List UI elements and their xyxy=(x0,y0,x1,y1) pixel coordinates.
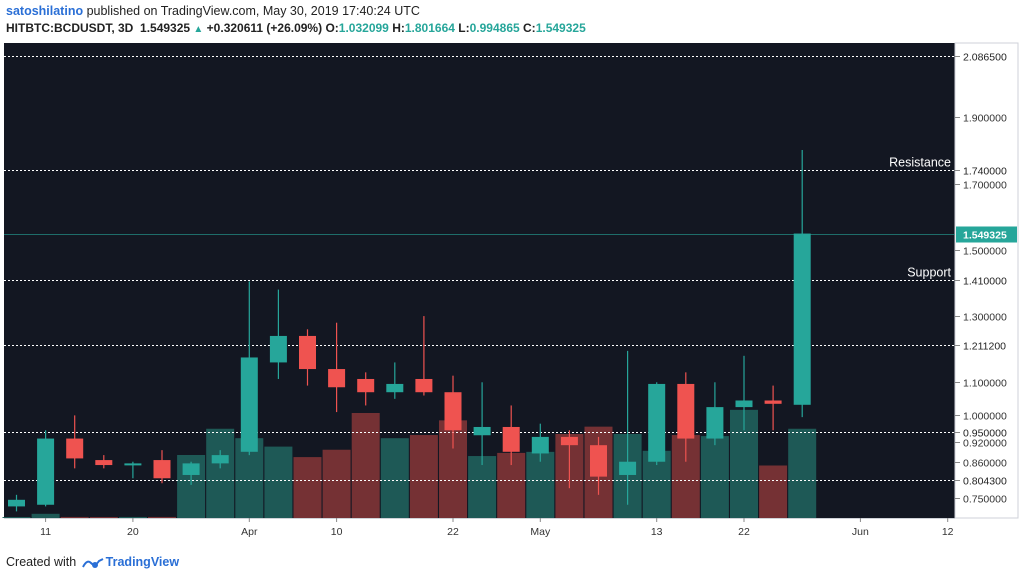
volume-bar xyxy=(526,451,555,518)
candle-body xyxy=(706,407,724,439)
close-value: 1.549325 xyxy=(535,21,586,35)
x-tick-label: 10 xyxy=(331,526,343,538)
volume-bar xyxy=(700,436,729,518)
volume-bar xyxy=(788,428,817,518)
candle-body xyxy=(764,400,782,404)
candle-body xyxy=(269,335,287,363)
candle-body xyxy=(677,383,695,439)
low-label: L: xyxy=(458,21,470,35)
level-label: 1.740000 xyxy=(963,166,1007,178)
symbol: HITBTC:BCDUSDT, 3D xyxy=(6,21,134,35)
volume-bar xyxy=(293,457,322,518)
candle-body xyxy=(95,460,113,466)
change-text: +0.320611 (+26.09%) xyxy=(206,21,323,35)
level-note-resistance: Resistance xyxy=(889,156,951,170)
y-tick-label: 1.000000 xyxy=(963,411,1007,423)
price-axis xyxy=(954,42,1019,519)
candle-body xyxy=(473,426,491,436)
candle-body xyxy=(590,445,607,477)
y-tick-label: 1.500000 xyxy=(963,246,1007,258)
candle-body xyxy=(502,426,520,452)
x-tick-label: May xyxy=(530,526,551,538)
volume-bar xyxy=(89,517,118,518)
volume-bar xyxy=(148,516,176,518)
y-tick-label: 1.100000 xyxy=(963,378,1007,390)
candle-body xyxy=(153,460,171,479)
candle-body xyxy=(735,400,753,408)
last-price-label: 1.549325 xyxy=(963,230,1007,242)
candle-body xyxy=(357,378,375,393)
y-tick-label: 0.920000 xyxy=(963,438,1007,450)
volume-bar xyxy=(468,456,497,518)
level-label: 1.211200 xyxy=(963,341,1006,353)
candle-body xyxy=(211,455,229,464)
candle-body xyxy=(240,357,258,452)
high-value: 1.801664 xyxy=(404,21,455,35)
tradingview-brand[interactable]: TradingView xyxy=(105,555,180,569)
volume-bar xyxy=(351,413,380,518)
x-tick-label: 12 xyxy=(942,526,954,538)
candle-body xyxy=(386,383,404,393)
level-label: 0.950000 xyxy=(963,428,1007,440)
open-label: O: xyxy=(325,21,339,35)
high-label: H: xyxy=(392,21,405,35)
volume-bar xyxy=(118,516,147,518)
level-label: 0.804300 xyxy=(963,476,1007,488)
y-tick-label: 1.700000 xyxy=(963,180,1007,192)
footer: Created with TradingView xyxy=(6,555,179,569)
created-with-text: Created with xyxy=(6,555,77,569)
y-tick-label: 0.860000 xyxy=(963,458,1007,470)
volume-bar xyxy=(60,516,89,518)
x-tick-label: Apr xyxy=(241,526,258,538)
candle-body xyxy=(560,436,578,446)
symbol-line: HITBTC:BCDUSDT, 3D 1.549325 ▲ +0.320611 … xyxy=(6,21,586,35)
y-tick-label: 1.900000 xyxy=(963,113,1007,125)
y-tick-label: 0.750000 xyxy=(963,494,1007,506)
candle-body xyxy=(182,463,200,475)
candle-body xyxy=(299,335,316,370)
open-value: 1.032099 xyxy=(338,21,389,35)
triangle-up-icon: ▲ xyxy=(193,24,204,35)
level-label: 2.086500 xyxy=(963,52,1007,64)
level-note-support: Support xyxy=(907,266,951,280)
author-link[interactable]: satoshilatino xyxy=(6,4,84,18)
time-axis xyxy=(4,518,955,544)
x-tick-label: 22 xyxy=(738,526,750,538)
tradingview-logo-icon xyxy=(81,557,104,568)
x-tick-label: 11 xyxy=(40,526,51,538)
volume-bar xyxy=(2,517,31,518)
candle-body xyxy=(124,463,142,466)
candle-body xyxy=(66,438,84,459)
volume-bar xyxy=(759,465,788,518)
candle-body xyxy=(619,461,637,475)
candle-body xyxy=(328,369,346,388)
volume-bar xyxy=(264,446,293,518)
close-label: C: xyxy=(523,21,536,35)
last-price-badge xyxy=(956,226,1017,243)
level-label: 1.410000 xyxy=(963,276,1007,288)
candle-body xyxy=(648,383,666,462)
candle-body xyxy=(37,438,55,505)
candle-body xyxy=(444,392,462,431)
published-text: published on TradingView.com, May 30, 20… xyxy=(86,4,420,18)
y-tick-label: 1.300000 xyxy=(963,312,1007,324)
volume-bar xyxy=(31,513,60,518)
volume-bar xyxy=(322,449,351,518)
last-price-text: 1.549325 xyxy=(140,21,191,35)
candle-body xyxy=(793,233,811,405)
volume-bar xyxy=(206,428,235,518)
x-tick-label: 22 xyxy=(447,526,459,538)
x-tick-label: 13 xyxy=(651,526,663,538)
candle-body xyxy=(531,436,549,454)
x-tick-label: Jun xyxy=(852,526,869,538)
low-value: 0.994865 xyxy=(469,21,520,35)
x-tick-label: 20 xyxy=(127,526,139,538)
volume-bar xyxy=(380,438,409,518)
candle-body xyxy=(415,378,433,393)
publish-line: satoshilatino published on TradingView.c… xyxy=(6,4,420,18)
candle-body xyxy=(8,499,25,507)
price-chart[interactable]: 2.086500 1.740000 Resistance 1.410000 Suppor… xyxy=(0,42,1020,545)
volume-bar xyxy=(409,435,438,518)
